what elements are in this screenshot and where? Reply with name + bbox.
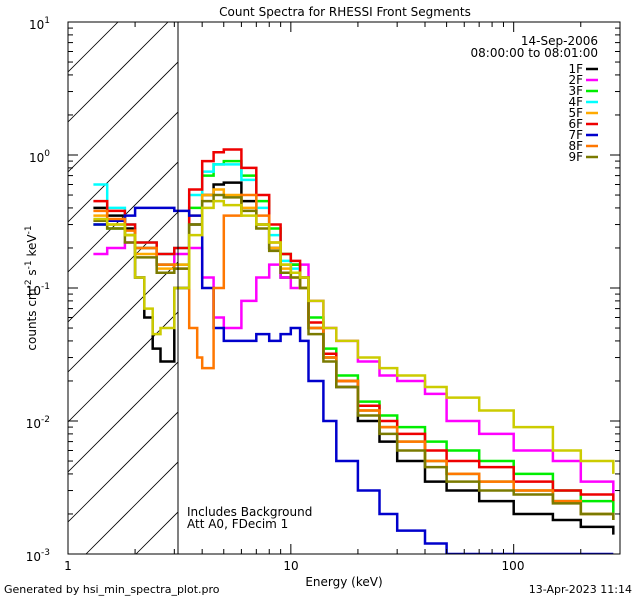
x-axis-label: Energy (keV) (305, 575, 382, 589)
axis-ticks (67, 21, 621, 555)
y-tick-label: 100 (29, 149, 50, 165)
timestamp-footer: 13-Apr-2023 11:14 (528, 583, 632, 596)
legend-label: 6F (568, 117, 583, 131)
legend-label: 2F (568, 73, 583, 87)
legend-label: 5F (568, 106, 583, 120)
y-tick-label: 101 (29, 16, 50, 32)
legend-label: 9F (568, 150, 583, 164)
attenuator-note: Att A0, FDecim 1 (187, 517, 288, 531)
chart-title: Count Spectra for RHESSI Front Segments (219, 5, 471, 19)
series-line-7F (93, 206, 614, 554)
legend-label: 7F (568, 128, 583, 142)
legend-label: 4F (568, 95, 583, 109)
series-line-6F (93, 148, 615, 502)
series-line-2F (93, 241, 615, 514)
x-tick-labels: 1 10 100 (64, 559, 524, 573)
background-note: Includes Background (187, 505, 312, 519)
x-tick-label: 10 (283, 559, 298, 573)
y-tick-labels: 101 100 10-1 10-2 10-3 (26, 16, 51, 564)
series-line-yellow (93, 199, 615, 474)
y-tick-label: 10-1 (26, 282, 50, 298)
date-annotation: 14-Sep-2006 (521, 34, 598, 48)
series-layer (93, 148, 615, 554)
y-tick-label: 10-2 (26, 415, 50, 431)
y-axis-label: counts cm-2 s-1 keV-1 (24, 225, 39, 350)
series-line-9F (93, 193, 615, 520)
legend-label: 1F (568, 62, 583, 76)
x-tick-label: 100 (502, 559, 525, 573)
y-tick-label: 10-3 (26, 548, 50, 564)
generated-by-footer: Generated by hsi_min_spectra_plot.pro (4, 583, 220, 596)
x-tick-label: 1 (64, 559, 72, 573)
legend-label: 8F (568, 139, 583, 153)
legend-label: 3F (568, 84, 583, 98)
time-range-annotation: 08:00:00 to 08:01:00 (471, 46, 598, 60)
